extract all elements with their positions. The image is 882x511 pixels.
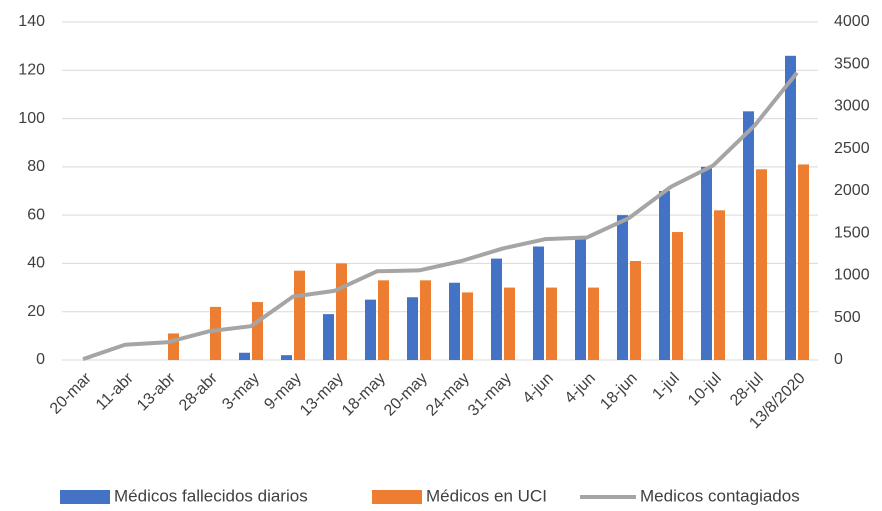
x-tick-label: 10-jul bbox=[685, 370, 725, 410]
bar bbox=[168, 333, 179, 360]
y2-tick-label: 3000 bbox=[834, 98, 870, 115]
bar bbox=[365, 299, 376, 360]
bar bbox=[462, 292, 473, 360]
legend-swatch bbox=[372, 490, 422, 504]
bar bbox=[378, 280, 389, 360]
y2-tick-label: 2500 bbox=[834, 140, 870, 157]
bar bbox=[336, 263, 347, 360]
bar bbox=[743, 111, 754, 360]
bar bbox=[672, 232, 683, 360]
bar bbox=[630, 261, 641, 360]
bar bbox=[252, 302, 263, 360]
y-tick-label: 140 bbox=[18, 13, 45, 30]
x-tick-label: 13-may bbox=[297, 370, 347, 420]
x-tick-label: 31-may bbox=[465, 370, 515, 420]
y-tick-label: 120 bbox=[18, 62, 45, 79]
bar bbox=[785, 55, 796, 361]
y2-tick-label: 3500 bbox=[834, 55, 870, 72]
legend-swatch bbox=[60, 490, 110, 504]
x-tick-label: 11-abr bbox=[93, 369, 137, 413]
x-tick-label: 3-may bbox=[219, 370, 262, 413]
x-tick-label: 20-mar bbox=[47, 369, 95, 417]
x-tick-label: 18-jun bbox=[597, 370, 640, 413]
legend-label: Medicos contagiados bbox=[640, 486, 800, 505]
legend-label: Médicos en UCI bbox=[426, 486, 547, 505]
x-tick-label: 28-jul bbox=[727, 370, 767, 410]
y-tick-label: 0 bbox=[36, 351, 45, 368]
bar bbox=[281, 355, 292, 360]
bar bbox=[575, 239, 586, 360]
bar bbox=[504, 287, 515, 360]
y2-tick-label: 1000 bbox=[834, 267, 870, 284]
y-tick-label: 20 bbox=[27, 303, 45, 320]
x-tick-label: 18-may bbox=[339, 370, 389, 420]
bar bbox=[323, 314, 334, 360]
bar bbox=[546, 287, 557, 360]
y2-tick-label: 0 bbox=[834, 351, 843, 368]
legend-label: Médicos fallecidos diarios bbox=[114, 486, 308, 505]
bar bbox=[756, 169, 767, 360]
bar bbox=[588, 287, 599, 360]
x-tick-label: 28-abr bbox=[176, 369, 221, 414]
y2-tick-label: 2000 bbox=[834, 182, 870, 199]
y2-tick-label: 500 bbox=[834, 309, 861, 326]
x-tick-label: 13-abr bbox=[134, 369, 179, 414]
y-tick-label: 40 bbox=[27, 255, 45, 272]
bar bbox=[617, 215, 628, 360]
bar bbox=[491, 258, 502, 360]
bar bbox=[449, 282, 460, 360]
y-tick-label: 100 bbox=[18, 110, 45, 127]
bar bbox=[714, 210, 725, 360]
bar bbox=[239, 352, 250, 360]
x-tick-label: 1-jul bbox=[649, 370, 682, 403]
bar bbox=[294, 270, 305, 360]
y2-tick-label: 1500 bbox=[834, 224, 870, 241]
line bbox=[82, 71, 799, 362]
bar bbox=[210, 306, 221, 360]
x-tick-label: 24-may bbox=[423, 370, 473, 420]
y2-tick-label: 4000 bbox=[834, 13, 870, 30]
bar bbox=[659, 191, 670, 360]
x-tick-label: 4-jun bbox=[520, 370, 557, 407]
bar bbox=[533, 246, 544, 360]
x-tick-label: 20-may bbox=[381, 370, 431, 420]
bar bbox=[798, 164, 809, 360]
bar bbox=[701, 166, 712, 360]
x-tick-label: 4-jun bbox=[562, 370, 599, 407]
bar bbox=[407, 297, 418, 360]
bar bbox=[420, 280, 431, 360]
y-tick-label: 80 bbox=[27, 158, 45, 175]
y-tick-label: 60 bbox=[27, 206, 45, 223]
